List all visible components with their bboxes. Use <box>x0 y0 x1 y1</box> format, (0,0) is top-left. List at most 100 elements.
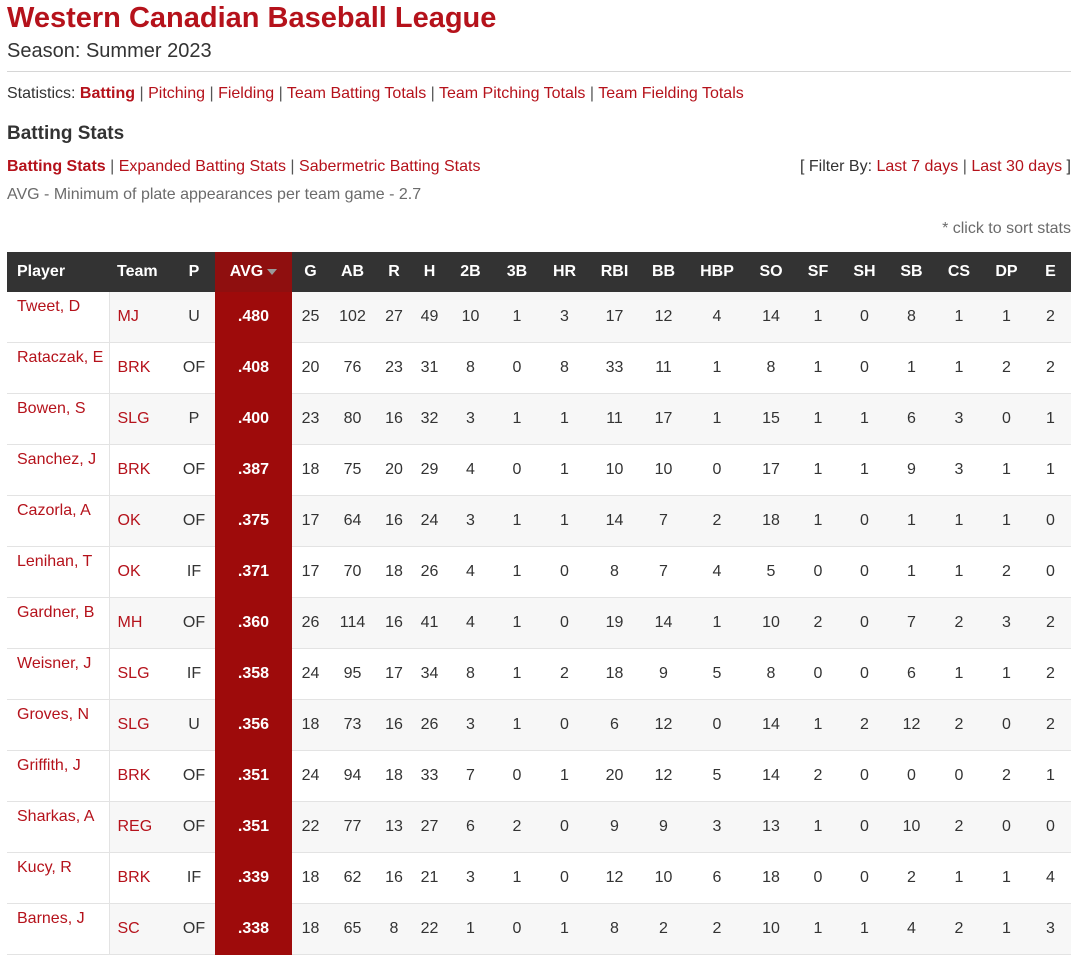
stats-link-pitching[interactable]: Pitching <box>148 85 206 102</box>
stats-link-fielding[interactable]: Fielding <box>218 85 275 102</box>
table-row: Sanchez, J BRK OF .387 18 75 20 29 4 0 1 10 10 0 17 1 1 9… <box>7 444 1071 496</box>
column-header-team[interactable]: Team <box>109 252 173 292</box>
team-link[interactable]: OK <box>117 512 141 529</box>
column-header-rbi[interactable]: RBI <box>589 252 640 292</box>
stat-cell-ab: 95 <box>329 648 376 700</box>
table-row: Tweet, D MJ U .480 25 102 27 49 10 1 3 17 12 4 14 1 0 8 1 1… <box>7 292 1071 343</box>
column-header-h[interactable]: H <box>412 252 447 292</box>
column-header-label: BB <box>651 263 676 280</box>
stat-cell-3b: 1 <box>494 495 540 547</box>
stat-cell-ab: 114 <box>329 597 376 649</box>
stat-cell-r: 27 <box>376 292 412 343</box>
subnav-sabermetric-batting[interactable]: Sabermetric Batting Stats <box>299 158 481 175</box>
filter-bar: [ Filter By: Last 7 days | Last 30 days … <box>800 158 1071 175</box>
team-link[interactable]: OK <box>117 563 141 580</box>
stat-cell-sf: 0 <box>795 852 841 904</box>
player-link[interactable]: Rataczak, E <box>17 349 104 366</box>
column-header-bb[interactable]: BB <box>640 252 687 292</box>
team-link[interactable]: SC <box>117 920 140 937</box>
stats-link-batting[interactable]: Batting <box>79 85 136 102</box>
stat-cell-ab: 102 <box>329 292 376 343</box>
stat-cell-r: 16 <box>376 393 412 445</box>
filter-last-30-days[interactable]: Last 30 days <box>971 158 1063 175</box>
stats-link-team-pitching[interactable]: Team Pitching Totals <box>438 85 586 102</box>
player-link[interactable]: Barnes, J <box>17 910 85 927</box>
player-link[interactable]: Cazorla, A <box>17 502 91 519</box>
column-header-label: AB <box>340 263 365 280</box>
player-link[interactable]: Sharkas, A <box>17 808 95 825</box>
stat-cell-3b: 1 <box>494 393 540 445</box>
stat-cell-sh: 1 <box>841 444 888 496</box>
column-header-r[interactable]: R <box>376 252 412 292</box>
column-header-hr[interactable]: HR <box>540 252 589 292</box>
column-header-avg[interactable]: AVG <box>215 252 292 292</box>
stat-cell-hr: 0 <box>540 546 589 598</box>
player-link[interactable]: Lenihan, T <box>17 553 93 570</box>
player-link[interactable]: Griffith, J <box>17 757 81 774</box>
stat-cell-rbi: 19 <box>589 597 640 649</box>
player-link[interactable]: Weisner, J <box>17 655 92 672</box>
player-link[interactable]: Groves, N <box>17 706 90 723</box>
stat-cell-h: 49 <box>412 292 447 343</box>
team-link[interactable]: MH <box>117 614 143 631</box>
stat-cell-sb: 4 <box>888 903 935 955</box>
stat-cell-dp: 2 <box>983 546 1030 598</box>
column-header-e[interactable]: E <box>1030 252 1071 292</box>
stat-cell-e: 0 <box>1030 546 1071 598</box>
column-header-sh[interactable]: SH <box>841 252 888 292</box>
stat-cell-e: 2 <box>1030 292 1071 343</box>
column-header-cs[interactable]: CS <box>935 252 983 292</box>
column-header-2b[interactable]: 2B <box>447 252 494 292</box>
subnav-expanded-batting[interactable]: Expanded Batting Stats <box>118 158 286 175</box>
stats-link-team-fielding[interactable]: Team Fielding Totals <box>598 85 744 102</box>
stat-cell-bb: 12 <box>640 292 687 343</box>
stats-link-team-batting[interactable]: Team Batting Totals <box>286 85 427 102</box>
column-header-label: 2B <box>460 263 481 280</box>
stat-cell-p: OF <box>173 750 215 802</box>
column-header-3b[interactable]: 3B <box>494 252 540 292</box>
team-link[interactable]: REG <box>117 818 153 835</box>
team-link[interactable]: BRK <box>117 767 151 784</box>
team-link[interactable]: SLG <box>117 410 150 427</box>
stat-cell-cs: 3 <box>935 444 983 496</box>
stat-cell-rbi: 20 <box>589 750 640 802</box>
column-header-hbp[interactable]: HBP <box>687 252 747 292</box>
stat-cell-h: 24 <box>412 495 447 547</box>
stat-cell-so: 18 <box>747 495 795 547</box>
column-header-p[interactable]: P <box>173 252 215 292</box>
stat-cell-2b: 8 <box>447 648 494 700</box>
column-header-dp[interactable]: DP <box>983 252 1030 292</box>
team-cell: SLG <box>109 648 173 700</box>
stat-cell-p: IF <box>173 648 215 700</box>
player-link[interactable]: Bowen, S <box>17 400 86 417</box>
column-header-ab[interactable]: AB <box>329 252 376 292</box>
stat-cell-sb: 8 <box>888 292 935 343</box>
column-header-player[interactable]: Player <box>7 252 109 292</box>
player-link[interactable]: Tweet, D <box>17 298 81 315</box>
filter-last-7-days[interactable]: Last 7 days <box>876 158 959 175</box>
stat-cell-sh: 0 <box>841 546 888 598</box>
team-link[interactable]: BRK <box>117 359 151 376</box>
stat-cell-g: 26 <box>292 597 329 649</box>
team-link[interactable]: BRK <box>117 869 151 886</box>
season-label: Season: Summer 2023 <box>7 40 212 62</box>
stat-cell-e: 2 <box>1030 648 1071 700</box>
column-header-sf[interactable]: SF <box>795 252 841 292</box>
stat-cell-3b: 2 <box>494 801 540 853</box>
player-cell: Bowen, S <box>7 393 110 445</box>
stat-cell-sf: 0 <box>795 546 841 598</box>
team-link[interactable]: BRK <box>117 461 151 478</box>
team-link[interactable]: MJ <box>117 308 139 325</box>
column-header-sb[interactable]: SB <box>888 252 935 292</box>
player-link[interactable]: Sanchez, J <box>17 451 97 468</box>
subnav-batting-stats[interactable]: Batting Stats <box>7 158 106 175</box>
stat-cell-h: 32 <box>412 393 447 445</box>
player-link[interactable]: Gardner, B <box>17 604 95 621</box>
team-link[interactable]: SLG <box>117 665 150 682</box>
stat-cell-rbi: 11 <box>589 393 640 445</box>
column-header-g[interactable]: G <box>292 252 329 292</box>
column-header-so[interactable]: SO <box>747 252 795 292</box>
team-cell: SC <box>109 903 173 955</box>
team-link[interactable]: SLG <box>117 716 150 733</box>
player-cell: Tweet, D <box>7 292 110 343</box>
